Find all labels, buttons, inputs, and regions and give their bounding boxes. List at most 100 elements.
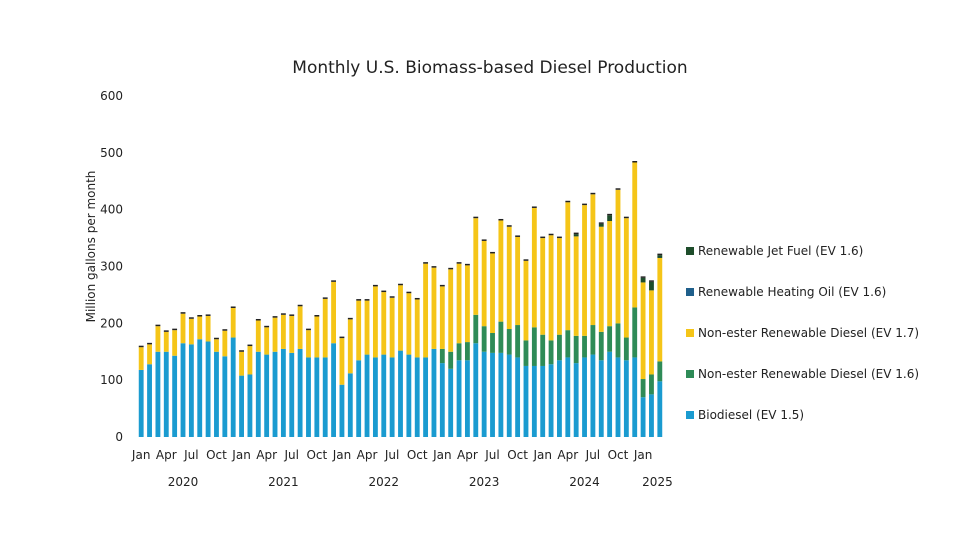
- bar-cap: [155, 324, 161, 327]
- bar-segment: [498, 220, 504, 322]
- bar-segment: [632, 162, 638, 308]
- bar-segment: [657, 361, 663, 382]
- bar-segment: [523, 340, 529, 366]
- bar-segment: [414, 357, 420, 437]
- x-tick-label: Jul: [183, 448, 198, 462]
- bar-segment: [163, 351, 169, 437]
- bar-segment: [381, 292, 387, 355]
- legend-swatch: [686, 247, 694, 255]
- bar-segment: [356, 300, 362, 361]
- bar-segment: [264, 327, 270, 355]
- x-tick-label: Oct: [206, 448, 227, 462]
- bar-segment: [523, 365, 529, 437]
- bar-segment: [481, 351, 487, 437]
- bar-cap: [364, 299, 370, 301]
- legend-swatch: [686, 329, 694, 337]
- bar-segment: [565, 330, 571, 358]
- bar-segment: [331, 281, 336, 344]
- bar-cap: [615, 188, 621, 190]
- bar-segment: [255, 320, 261, 352]
- bar-segment: [473, 343, 479, 437]
- bar-segment: [590, 354, 596, 437]
- bar-segment: [222, 330, 228, 357]
- bar-cap: [331, 280, 336, 282]
- bar-cap: [239, 350, 244, 352]
- bar-segment: [540, 334, 546, 366]
- bar-segment: [506, 226, 512, 330]
- bar-segment: [607, 351, 613, 437]
- bar-segment: [188, 318, 194, 345]
- bar-segment: [573, 236, 579, 336]
- bar-segment: [598, 360, 604, 437]
- bar-segment: [389, 297, 395, 358]
- bar-segment: [590, 325, 596, 355]
- bar-segment: [339, 384, 345, 437]
- bar-segment: [406, 354, 412, 437]
- chart-title: Monthly U.S. Biomass-based Diesel Produc…: [292, 58, 688, 78]
- bar-cap: [481, 239, 487, 241]
- x-tick-label: Jan: [131, 448, 151, 462]
- bar-segment: [322, 298, 328, 358]
- bar-segment: [439, 348, 445, 364]
- bar-cap: [381, 290, 387, 293]
- bar-cap: [464, 263, 470, 266]
- bar-segment: [640, 282, 646, 380]
- bar-segment: [180, 313, 186, 344]
- bar-segment: [398, 350, 403, 437]
- bar-cap: [347, 317, 353, 320]
- year-label: 2025: [642, 475, 673, 489]
- y-tick-label: 200: [100, 316, 123, 330]
- bar-segment: [506, 354, 512, 437]
- bar-segment: [615, 323, 621, 358]
- bar-segment: [473, 218, 479, 315]
- x-tick-label: Oct: [507, 448, 528, 462]
- y-tick-label: 100: [100, 373, 123, 387]
- x-tick-label: Oct: [407, 448, 428, 462]
- year-label: 2024: [569, 475, 600, 489]
- legend-item: Renewable Jet Fuel (EV 1.6): [686, 244, 863, 258]
- bar-segment: [172, 355, 178, 437]
- bar-segment: [615, 357, 621, 437]
- bar-cap: [456, 262, 462, 264]
- bar-segment: [456, 360, 462, 437]
- bar-segment: [230, 337, 236, 437]
- bar-cap: [389, 296, 395, 298]
- bar-segment: [582, 357, 587, 437]
- bar-cap: [297, 304, 303, 307]
- bar-cap: [230, 306, 236, 308]
- bar-cap: [423, 262, 429, 264]
- bar-cap: [548, 233, 554, 236]
- bar-segment: [414, 299, 420, 358]
- x-tick-label: Oct: [608, 448, 629, 462]
- bar-segment: [247, 374, 253, 437]
- bar-segment: [423, 357, 429, 437]
- bar-segment: [598, 223, 604, 227]
- bar-cap: [573, 232, 579, 235]
- bar-segment: [431, 267, 437, 349]
- legend-item: Renewable Heating Oil (EV 1.6): [686, 285, 886, 299]
- bar-segment: [448, 351, 454, 369]
- bar-segment: [314, 316, 320, 358]
- year-label: 2021: [268, 475, 299, 489]
- bar-segment: [423, 263, 429, 358]
- bar-cap: [649, 280, 654, 282]
- bar-segment: [372, 357, 378, 437]
- bar-segment: [197, 316, 203, 340]
- bar-cap: [448, 267, 454, 270]
- y-tick-label: 500: [100, 146, 123, 160]
- bar-segment: [548, 364, 554, 437]
- bar-cap: [506, 225, 512, 227]
- bar-segment: [306, 357, 311, 437]
- bar-cap: [431, 266, 437, 268]
- bar-segment: [456, 263, 462, 344]
- y-tick-label: 600: [100, 89, 123, 103]
- bar-cap: [138, 345, 144, 348]
- bar-segment: [623, 360, 629, 437]
- bar-cap: [582, 203, 587, 206]
- bar-cap: [280, 313, 286, 315]
- bar-segment: [640, 277, 646, 283]
- bar-segment: [272, 351, 278, 437]
- y-axis-label: Million gallons per month: [84, 171, 98, 323]
- legend-swatch: [686, 411, 694, 419]
